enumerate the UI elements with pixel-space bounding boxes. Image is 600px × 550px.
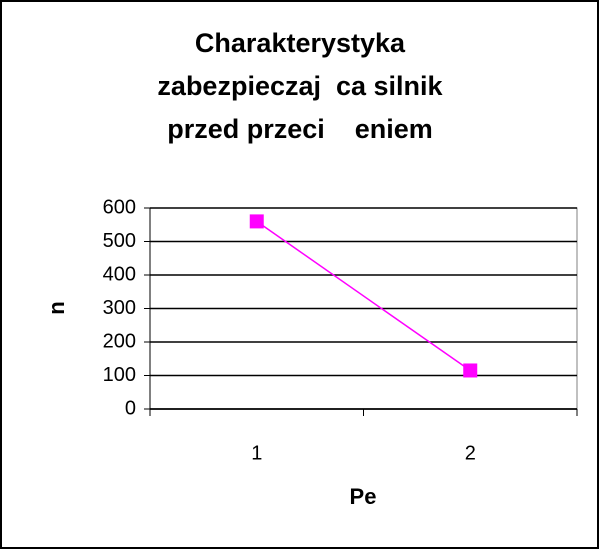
y-tick-label: 0 [125,397,136,419]
y-tick-label: 300 [103,297,136,319]
y-tick-label: 200 [103,330,136,352]
data-point [463,363,478,378]
chart-title: zabezpieczaj ca silnik [157,71,443,101]
chart-title: Charakterystyka [195,28,406,58]
x-tick-label: 1 [251,442,262,464]
x-tick-label: 2 [465,442,476,464]
y-tick-label: 500 [103,230,136,252]
y-axis-label: n [44,301,69,314]
y-tick-label: 400 [103,263,136,285]
x-axis-label: Pe [350,484,377,509]
y-tick-label: 100 [103,364,136,386]
y-tick-label: 600 [103,196,136,218]
data-point [249,214,264,229]
chart-title: przed przeci eniem [167,114,433,144]
series-line [256,220,471,372]
